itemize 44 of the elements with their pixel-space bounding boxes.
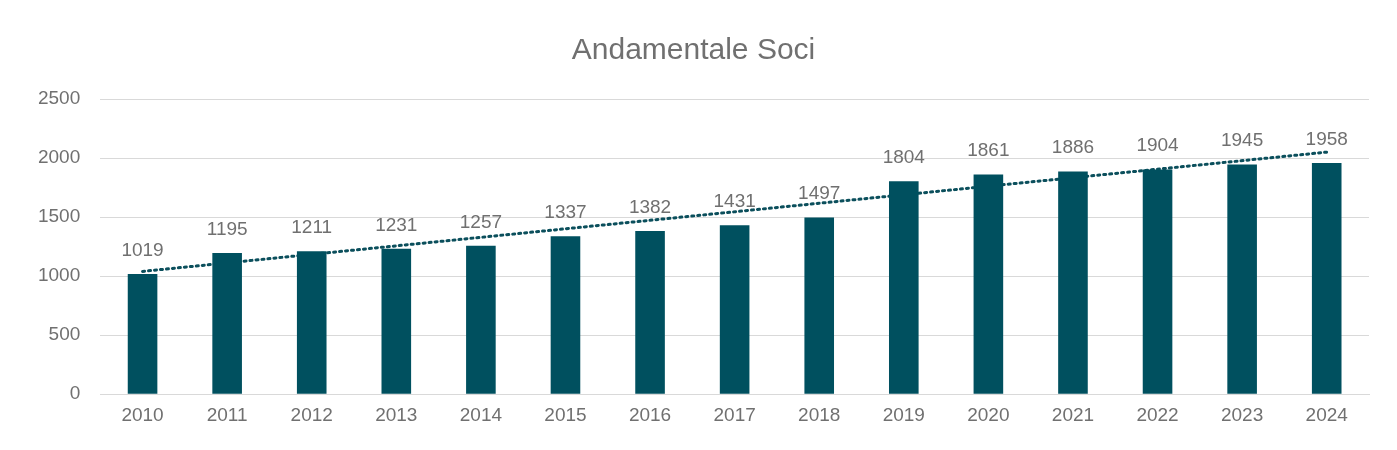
data-label: 1431 [713,189,756,211]
bar [804,217,835,394]
data-label: 1804 [882,145,926,167]
x-tick-label: 2011 [206,403,248,425]
y-tick-label: 1500 [37,205,81,227]
x-tick-label: 2021 [1051,403,1095,425]
x-tick-label: 2024 [1305,403,1349,425]
bar [1311,163,1342,394]
data-label: 1861 [967,139,1010,161]
y-tick-label: 2000 [37,146,81,168]
y-tick-label: 500 [48,323,81,345]
x-tick-label: 2013 [375,403,418,425]
x-tick-label: 2012 [290,403,333,425]
data-label: 1945 [1220,129,1264,151]
y-tick-label: 1000 [37,264,81,286]
x-tick-label: 2016 [628,403,672,425]
x-tick-label: 2018 [798,403,841,425]
bar [1227,164,1257,394]
x-tick-label: 2015 [544,403,587,425]
x-tick-label: 2017 [713,403,756,425]
bar [550,236,581,394]
data-label: 1257 [459,210,503,232]
data-label: 1382 [628,195,672,217]
bar [466,245,496,394]
bar [635,231,665,394]
data-label: 1337 [544,201,587,223]
data-label: 1231 [375,213,418,235]
y-tick-label: 2500 [37,87,81,109]
x-tick-label: 2019 [882,403,925,425]
data-label: 1019 [121,238,164,260]
x-tick-label: 2023 [1220,403,1264,425]
data-label: 1958 [1305,127,1348,149]
data-label: 1211 [291,215,333,237]
data-label: 1497 [798,182,841,204]
x-tick-label: 2020 [967,403,1010,425]
data-label: 1195 [206,217,248,239]
chart-title: Andamentale Soci [571,32,816,66]
x-tick-label: 2010 [121,403,164,425]
data-label: 1886 [1051,136,1095,158]
x-tick-label: 2022 [1136,403,1179,425]
data-label: 1904 [1136,134,1180,156]
bar [719,225,750,394]
y-tick-label: 0 [69,382,81,404]
x-tick-label: 2014 [459,403,503,425]
